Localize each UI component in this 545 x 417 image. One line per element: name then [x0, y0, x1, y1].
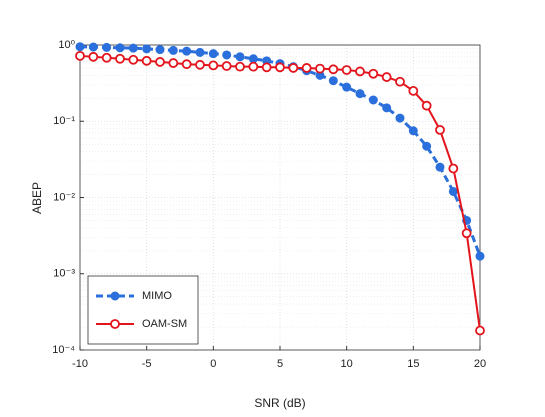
marker	[368, 68, 379, 79]
x-axis-label: SNR (dB)	[254, 396, 305, 410]
marker	[115, 43, 125, 53]
x-tick-label: 20	[474, 358, 486, 370]
marker	[141, 55, 152, 66]
marker	[155, 57, 165, 67]
marker	[248, 61, 259, 72]
marker	[475, 251, 485, 261]
y-tick-label: 10⁻¹	[53, 115, 75, 127]
marker	[461, 228, 472, 239]
marker	[102, 42, 112, 52]
marker	[301, 63, 312, 73]
marker	[342, 82, 352, 92]
marker	[408, 126, 418, 136]
marker	[248, 54, 258, 64]
x-tick-label: -10	[72, 358, 88, 370]
marker	[448, 186, 458, 196]
marker	[381, 72, 392, 82]
marker	[235, 61, 245, 72]
y-tick-label: 10⁻²	[53, 191, 75, 203]
y-tick-label: 10⁰	[58, 39, 75, 51]
marker	[110, 291, 120, 301]
x-tick-label: -5	[142, 358, 152, 370]
x-tick-label: 10	[341, 358, 353, 370]
marker	[435, 125, 445, 135]
marker	[421, 100, 432, 111]
legend-label: OAM-SM	[142, 318, 187, 330]
axes-box	[79, 44, 481, 351]
marker	[288, 63, 299, 73]
marker	[195, 47, 205, 57]
marker	[142, 44, 152, 54]
marker	[155, 45, 165, 55]
marker	[181, 59, 192, 70]
marker	[395, 76, 405, 87]
x-tick-label: 15	[407, 358, 419, 370]
marker	[128, 43, 138, 53]
marker	[448, 163, 459, 174]
marker	[88, 51, 99, 62]
marker	[208, 60, 219, 71]
x-tick-label: 0	[210, 358, 216, 370]
y-axis-label: ABEP	[30, 182, 44, 214]
marker	[128, 54, 139, 65]
marker	[368, 95, 378, 105]
marker	[222, 50, 232, 60]
marker	[315, 63, 325, 74]
marker	[75, 50, 85, 61]
marker	[110, 319, 120, 329]
marker	[341, 65, 352, 75]
marker	[101, 52, 112, 63]
marker	[435, 162, 445, 172]
legend-box	[87, 275, 199, 345]
marker	[395, 113, 405, 123]
marker	[235, 52, 245, 62]
x-tick-label: 5	[277, 358, 283, 370]
marker	[475, 325, 485, 336]
marker	[422, 141, 432, 151]
marker	[208, 49, 218, 59]
marker	[261, 62, 272, 73]
y-tick-label: 10⁻³	[53, 268, 75, 280]
y-tick-label: 10⁻⁴	[52, 344, 75, 356]
marker	[75, 42, 85, 52]
marker	[355, 89, 365, 99]
marker	[382, 103, 392, 113]
marker	[355, 66, 365, 77]
marker	[408, 86, 419, 96]
legend: MIMO OAM-SM	[87, 275, 199, 345]
marker	[275, 62, 285, 73]
marker	[168, 58, 179, 68]
marker	[328, 64, 339, 75]
marker	[221, 61, 232, 71]
marker	[88, 42, 98, 52]
marker	[115, 53, 125, 64]
marker	[168, 45, 178, 55]
marker	[328, 76, 338, 86]
legend-label: MIMO	[142, 290, 172, 302]
marker	[195, 59, 205, 70]
marker	[182, 46, 192, 56]
